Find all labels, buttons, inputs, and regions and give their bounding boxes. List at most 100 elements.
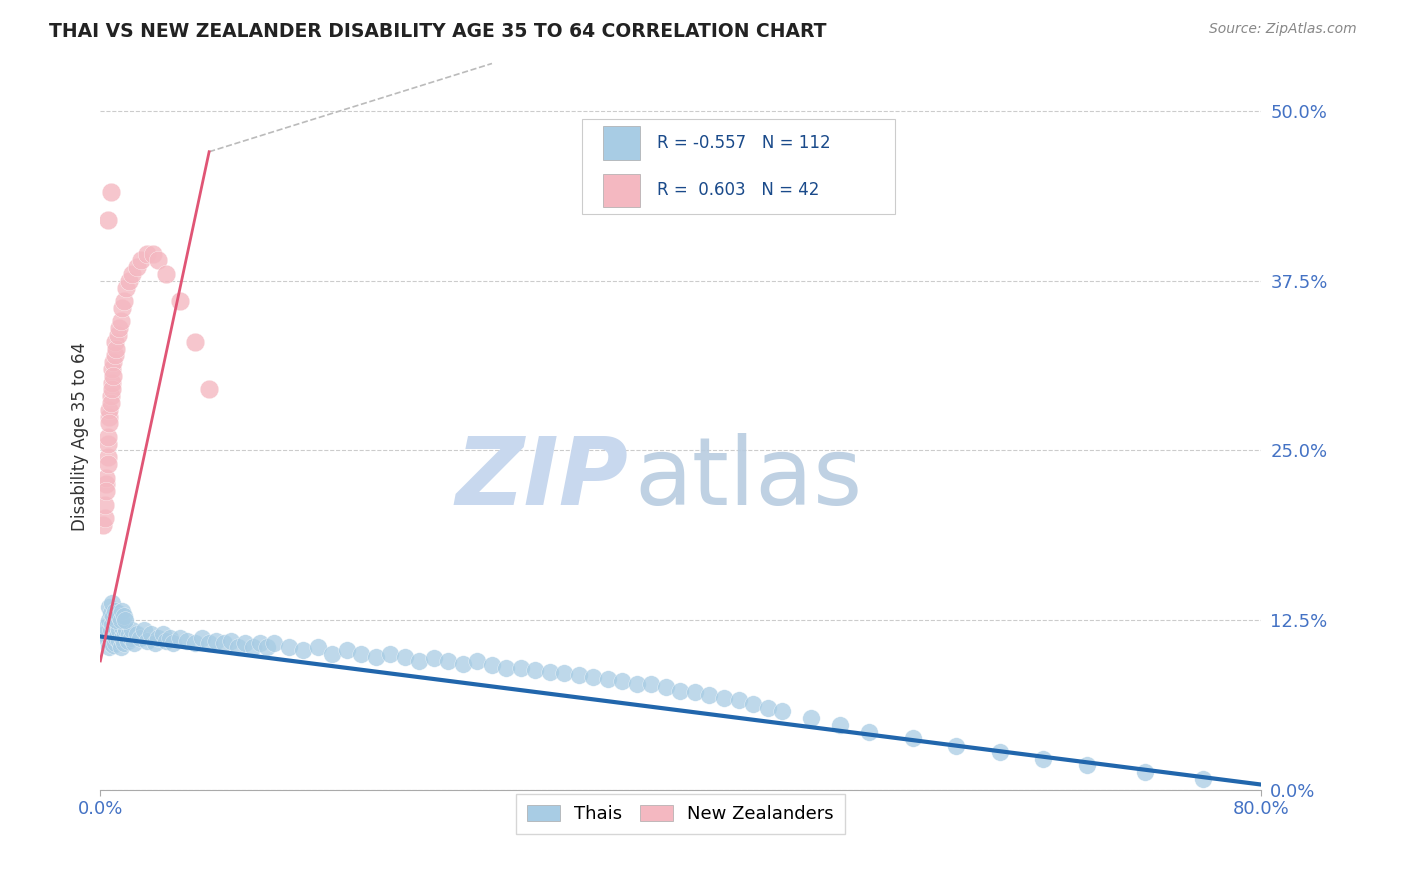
Point [162,636,184,650]
Point [655,680,678,694]
Point [97,212,120,227]
Point [510,661,533,675]
Point [277,640,299,655]
Point [988,745,1011,759]
Text: R = -0.557   N = 112: R = -0.557 N = 112 [657,134,831,153]
Point [104,604,127,618]
Point [307,640,329,655]
Point [1032,752,1054,766]
Point [105,613,128,627]
Point [100,607,122,621]
FancyBboxPatch shape [582,120,896,214]
Point [111,604,134,618]
Point [292,643,315,657]
Point [112,609,135,624]
Point [152,627,174,641]
Point [115,623,138,637]
Point [198,636,221,650]
Point [105,631,128,645]
Point [114,613,136,627]
Point [103,355,125,369]
Point [155,633,177,648]
Point [582,670,605,684]
Point [467,654,489,668]
Point [129,253,152,268]
Point [93,498,115,512]
Point [183,636,205,650]
Point [596,672,619,686]
Point [101,362,124,376]
Point [125,627,148,641]
Point [103,368,125,383]
Text: Source: ZipAtlas.com: Source: ZipAtlas.com [1209,22,1357,37]
Point [108,623,131,637]
Point [93,511,115,525]
Point [97,436,120,450]
Point [212,636,235,650]
Bar [603,127,640,161]
Point [423,651,446,665]
Point [112,294,135,309]
Point [125,260,148,275]
Point [256,640,278,655]
Point [98,402,121,417]
Point [148,253,170,268]
Point [142,246,165,260]
Point [110,613,132,627]
Point [112,636,135,650]
Point [1076,758,1098,772]
Point [553,666,575,681]
Point [350,647,373,661]
Point [394,649,416,664]
Point [1191,772,1213,786]
Point [336,643,359,657]
Point [98,409,121,424]
Point [437,654,460,668]
Point [263,636,285,650]
Point [97,450,120,465]
Text: THAI VS NEW ZEALANDER DISABILITY AGE 35 TO 64 CORRELATION CHART: THAI VS NEW ZEALANDER DISABILITY AGE 35 … [49,22,827,41]
Text: R =  0.603   N = 42: R = 0.603 N = 42 [657,181,820,200]
Point [108,633,131,648]
Legend: Thais, New Zealanders: Thais, New Zealanders [516,794,845,834]
Point [169,631,191,645]
Point [101,383,124,397]
Point [97,457,120,471]
Point [756,701,779,715]
Point [111,631,134,645]
Y-axis label: Disability Age 35 to 64: Disability Age 35 to 64 [72,343,89,532]
Point [699,688,721,702]
Point [321,647,343,661]
Text: ZIP: ZIP [456,434,628,525]
Point [104,627,127,641]
Point [612,674,634,689]
Point [117,633,139,648]
Point [858,724,880,739]
Point [107,328,129,343]
Point [242,640,264,655]
Point [727,693,749,707]
Point [226,640,249,655]
Point [364,649,387,664]
Point [104,620,127,634]
Text: atlas: atlas [634,434,862,525]
Point [115,280,138,294]
Point [568,667,591,681]
Point [198,383,221,397]
Point [98,613,121,627]
Point [103,609,125,624]
Point [101,617,124,632]
Point [105,342,128,356]
Point [380,647,402,661]
Point [191,631,214,645]
Point [742,698,765,712]
Point [770,704,793,718]
Point [94,477,117,491]
Point [91,518,114,533]
Point [118,274,141,288]
Point [1133,765,1156,780]
Point [481,658,503,673]
Point [101,631,124,645]
Point [98,599,121,614]
Point [451,657,474,671]
